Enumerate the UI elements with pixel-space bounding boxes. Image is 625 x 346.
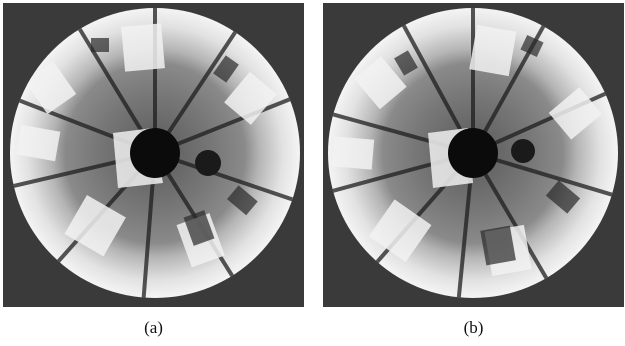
panel-a bbox=[3, 3, 304, 307]
caption-a: (a) bbox=[144, 318, 163, 337]
caption-b: (b) bbox=[463, 318, 484, 337]
panel-b bbox=[323, 3, 624, 307]
fisheye-image-a bbox=[3, 3, 304, 307]
fisheye-image-b bbox=[323, 3, 624, 307]
